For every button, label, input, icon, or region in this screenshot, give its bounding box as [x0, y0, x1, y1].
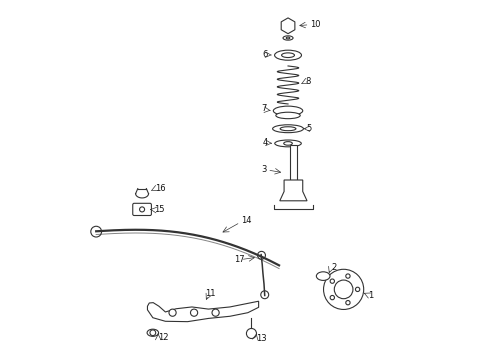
FancyBboxPatch shape [133, 203, 151, 216]
Ellipse shape [317, 272, 330, 280]
Text: 13: 13 [256, 334, 267, 343]
Text: 2: 2 [331, 263, 336, 272]
Circle shape [334, 280, 353, 299]
Text: 6: 6 [262, 50, 268, 59]
Text: 16: 16 [155, 184, 165, 193]
Ellipse shape [273, 106, 303, 116]
Text: 11: 11 [205, 289, 215, 298]
Ellipse shape [286, 37, 290, 39]
Circle shape [150, 330, 156, 336]
Circle shape [261, 291, 269, 299]
Text: 14: 14 [241, 216, 251, 225]
Ellipse shape [274, 50, 301, 60]
Text: 1: 1 [368, 291, 373, 300]
Circle shape [140, 207, 145, 212]
Ellipse shape [272, 125, 303, 133]
Circle shape [323, 269, 364, 310]
Text: 17: 17 [234, 255, 245, 264]
Ellipse shape [275, 140, 301, 147]
Text: 4: 4 [262, 138, 268, 147]
Text: 10: 10 [310, 19, 321, 28]
Ellipse shape [284, 141, 293, 145]
Text: 12: 12 [158, 333, 169, 342]
Polygon shape [280, 180, 307, 201]
Circle shape [191, 309, 197, 316]
Ellipse shape [280, 127, 296, 131]
Ellipse shape [276, 112, 300, 119]
Ellipse shape [282, 53, 294, 58]
Circle shape [91, 226, 101, 237]
Ellipse shape [283, 36, 293, 40]
Text: 7: 7 [261, 104, 267, 113]
Circle shape [258, 251, 266, 259]
Circle shape [330, 279, 335, 283]
Circle shape [169, 309, 176, 316]
Bar [290, 145, 296, 180]
Polygon shape [147, 301, 259, 321]
Circle shape [346, 274, 350, 278]
Circle shape [246, 328, 256, 338]
Circle shape [212, 309, 219, 316]
Text: 3: 3 [261, 165, 267, 174]
Circle shape [346, 301, 350, 305]
Text: 15: 15 [154, 205, 165, 214]
Circle shape [330, 296, 335, 300]
Text: 5: 5 [307, 123, 312, 132]
Text: 8: 8 [305, 77, 311, 86]
Circle shape [355, 287, 360, 292]
Ellipse shape [147, 329, 159, 336]
